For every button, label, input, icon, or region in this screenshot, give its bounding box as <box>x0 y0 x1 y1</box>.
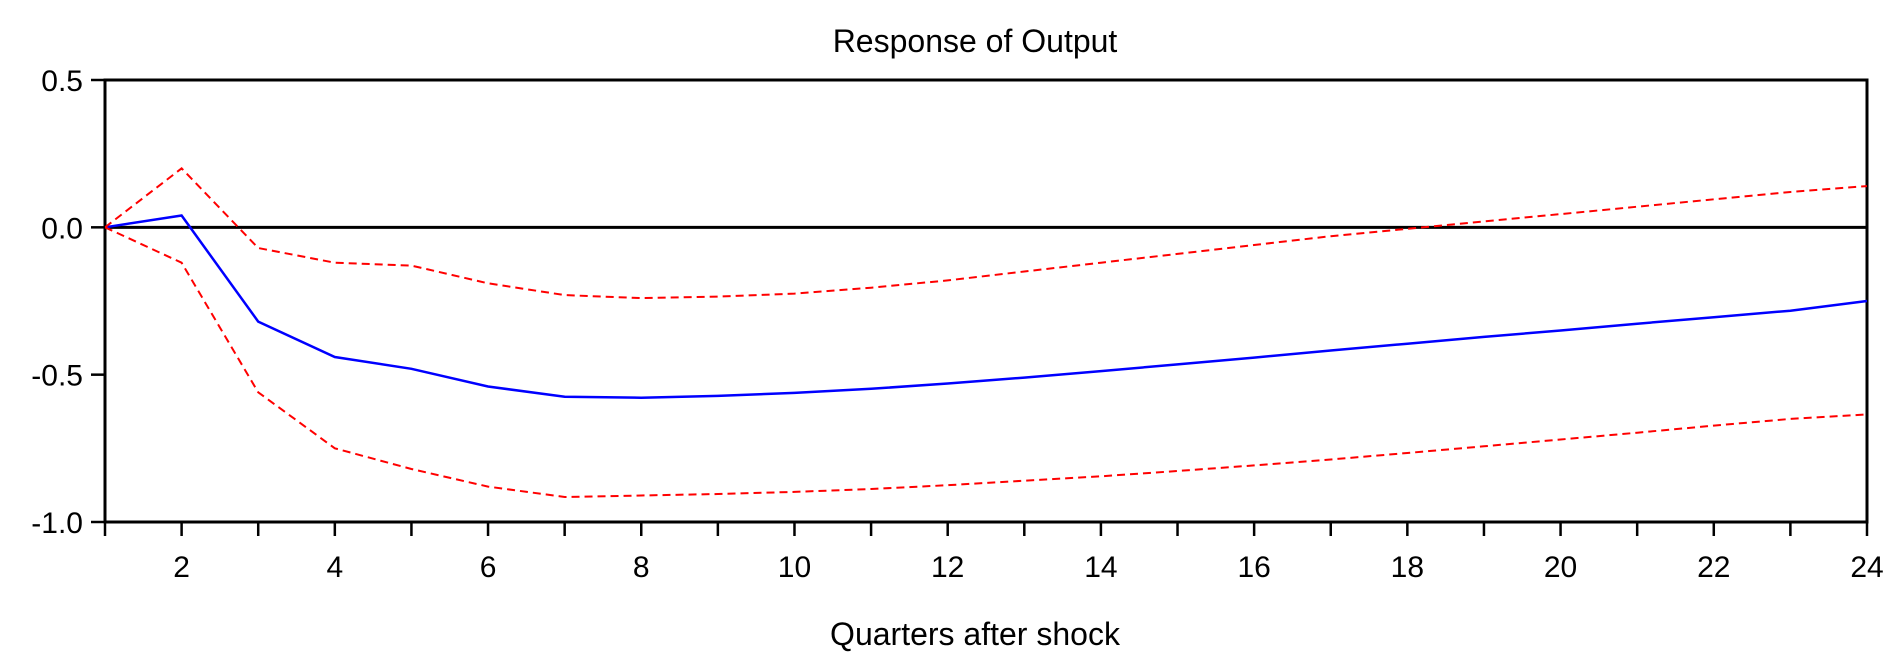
plot-frame <box>103 78 1869 524</box>
y-tick-label: -0.5 <box>31 360 83 393</box>
x-tick-label: 16 <box>1237 551 1270 584</box>
x-tick-label: 12 <box>931 551 964 584</box>
x-tick-label: 10 <box>778 551 811 584</box>
x-tick-label: 6 <box>480 551 497 584</box>
x-tick-label: 14 <box>1084 551 1117 584</box>
x-tick-label: 20 <box>1544 551 1577 584</box>
x-tick-label: 18 <box>1391 551 1424 584</box>
series-line-1 <box>104 214 1868 399</box>
x-tick-label: 22 <box>1697 551 1730 584</box>
x-axis-label: Quarters after shock <box>830 616 1121 652</box>
y-tick-label: -1.0 <box>31 507 83 540</box>
y-tick-label: 0.0 <box>41 212 83 245</box>
series-line-2 <box>104 167 1868 300</box>
chart-title: Response of Output <box>833 23 1118 59</box>
series-line-3 <box>104 226 1868 499</box>
y-tick-label: 0.5 <box>41 65 83 98</box>
x-tick-label: 2 <box>173 551 190 584</box>
x-tick-label: 8 <box>633 551 650 584</box>
x-tick-label: 24 <box>1850 551 1883 584</box>
x-tick-label: 4 <box>326 551 343 584</box>
